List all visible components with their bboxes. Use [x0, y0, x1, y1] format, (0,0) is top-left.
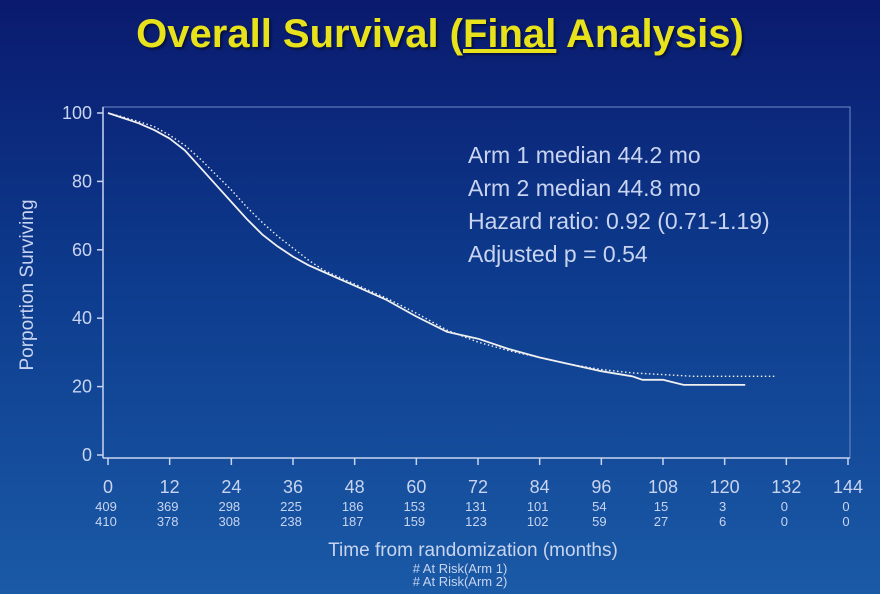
x-tick-label: 24 — [221, 477, 241, 497]
axis-ticks-layer: 0 20 40 60 80 100 0 12 24 36 48 60 72 84 96 108 120 132 14… — [62, 103, 863, 497]
y-tick-label: 0 — [82, 445, 92, 465]
at-risk-row-label: # At Risk(Arm 1) — [413, 561, 508, 576]
at-risk-value: 225 — [280, 499, 302, 514]
at-risk-value: 6 — [719, 514, 726, 529]
y-axis-label: Porportion Surviving — [17, 199, 38, 370]
stats-annotation: Adjusted p = 0.54 — [468, 241, 648, 267]
at-risk-value: 410 — [95, 514, 117, 529]
at-risk-value: 308 — [218, 514, 240, 529]
x-tick-label: 96 — [591, 477, 611, 497]
series-layer — [107, 112, 777, 386]
title-part-1: Overall Survival ( — [136, 12, 463, 56]
y-tick-label: 60 — [72, 240, 92, 260]
at-risk-value: 54 — [592, 499, 606, 514]
at-risk-row-label: # At Risk(Arm 2) — [413, 574, 508, 589]
stats-annotation: Arm 2 median 44.8 mo — [468, 175, 701, 201]
at-risk-value: 101 — [527, 499, 549, 514]
x-axis-label: Time from randomization (months) — [328, 540, 618, 561]
y-tick-label: 100 — [62, 103, 92, 123]
at-risk-layer: 409 369 298 225 186 153 131 101 54 15 3 0 0# At Risk… — [95, 499, 849, 589]
at-risk-value: 369 — [157, 499, 179, 514]
x-tick-label: 36 — [283, 477, 303, 497]
x-tick-label: 12 — [160, 477, 180, 497]
slide-title: Overall Survival (Final Analysis) — [0, 12, 880, 57]
at-risk-value: 298 — [218, 499, 240, 514]
at-risk-value: 102 — [527, 514, 549, 529]
x-tick-label: 132 — [771, 477, 801, 497]
plot-frame-layer — [102, 106, 851, 459]
at-risk-value: 131 — [465, 499, 487, 514]
at-risk-value: 238 — [280, 514, 302, 529]
y-tick-label: 80 — [72, 171, 92, 191]
at-risk-value: 186 — [342, 499, 364, 514]
y-tick-label: 40 — [72, 308, 92, 328]
at-risk-value: 0 — [842, 499, 849, 514]
at-risk-value: 0 — [842, 514, 849, 529]
annotations-layer: Arm 1 median 44.2 mo Arm 2 median 44.8 mo… — [468, 142, 770, 267]
x-tick-label: 144 — [833, 477, 863, 497]
title-part-2: Analysis) — [556, 12, 744, 56]
series-line-arm-1 — [107, 112, 746, 386]
at-risk-value: 0 — [781, 499, 788, 514]
stats-annotation: Arm 1 median 44.2 mo — [468, 142, 701, 168]
at-risk-value: 159 — [403, 514, 425, 529]
at-risk-value: 15 — [654, 499, 668, 514]
x-tick-label: 108 — [648, 477, 678, 497]
at-risk-value: 0 — [781, 514, 788, 529]
at-risk-value: 3 — [719, 499, 726, 514]
y-tick-label: 20 — [72, 377, 92, 397]
x-tick-label: 72 — [468, 477, 488, 497]
stats-annotation: Hazard ratio: 0.92 (0.71-1.19) — [468, 208, 770, 234]
x-tick-label: 0 — [103, 477, 113, 497]
at-risk-value: 27 — [654, 514, 668, 529]
at-risk-value: 409 — [95, 499, 117, 514]
at-risk-value: 123 — [465, 514, 487, 529]
x-tick-label: 48 — [345, 477, 365, 497]
series-line-arm-2 — [107, 112, 777, 377]
x-tick-label: 60 — [406, 477, 426, 497]
at-risk-value: 378 — [157, 514, 179, 529]
at-risk-value: 187 — [342, 514, 364, 529]
title-underlined-word: Final — [463, 12, 557, 56]
at-risk-value: 59 — [592, 514, 606, 529]
x-tick-label: 120 — [710, 477, 740, 497]
x-tick-label: 84 — [530, 477, 550, 497]
at-risk-value: 153 — [403, 499, 425, 514]
